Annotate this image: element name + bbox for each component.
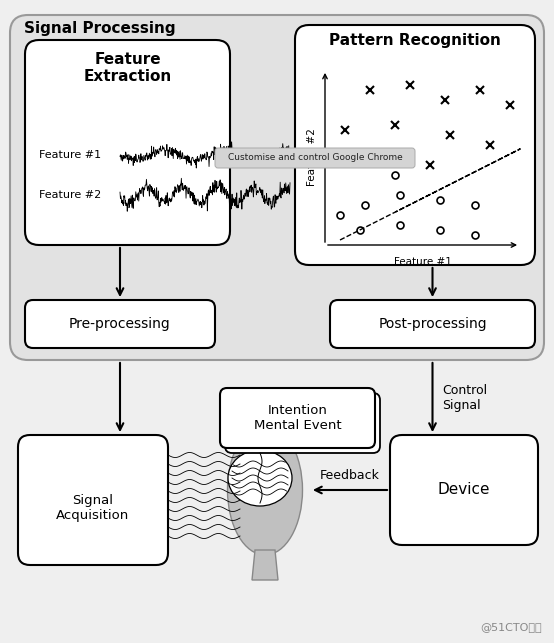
Text: Pattern Recognition: Pattern Recognition [329,33,501,48]
Text: Customise and control Google Chrome: Customise and control Google Chrome [228,154,402,163]
FancyBboxPatch shape [330,300,535,348]
FancyBboxPatch shape [225,393,380,453]
Text: Signal Processing: Signal Processing [24,21,176,36]
FancyBboxPatch shape [25,300,215,348]
Text: Device: Device [438,482,490,498]
Text: Signal
Acquisition: Signal Acquisition [57,494,130,522]
Text: Intention
Mental Event: Intention Mental Event [254,404,341,432]
FancyBboxPatch shape [295,25,535,265]
FancyBboxPatch shape [215,148,415,168]
FancyBboxPatch shape [18,435,168,565]
Text: Feature #2: Feature #2 [39,190,101,200]
Text: Feature
Extraction: Feature Extraction [83,52,172,84]
Text: Pre-processing: Pre-processing [69,317,171,331]
Text: Post-processing: Post-processing [378,317,487,331]
Text: @51CTO博客: @51CTO博客 [480,622,542,632]
Text: Control
Signal: Control Signal [443,383,488,412]
Text: Feature #1: Feature #1 [39,150,101,160]
FancyBboxPatch shape [25,40,230,245]
FancyBboxPatch shape [390,435,538,545]
Ellipse shape [228,425,302,555]
Text: Feature #2: Feature #2 [307,129,317,186]
Text: Feedback: Feedback [320,469,380,482]
Text: Feature #1: Feature #1 [393,257,452,267]
Ellipse shape [228,450,292,506]
FancyBboxPatch shape [10,15,544,360]
FancyBboxPatch shape [220,388,375,448]
Polygon shape [252,550,278,580]
